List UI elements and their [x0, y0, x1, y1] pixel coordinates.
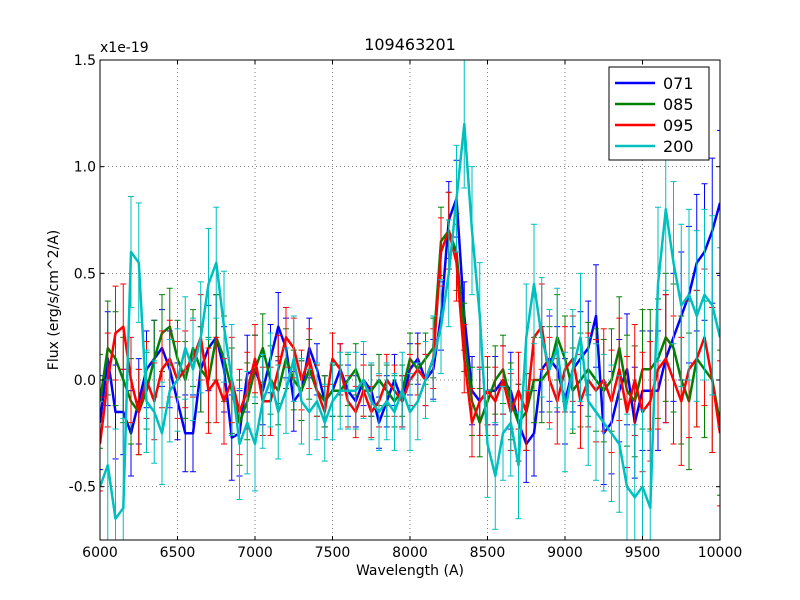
y-tick-label: -0.5	[69, 480, 96, 496]
x-tick-label: 6000	[82, 545, 118, 561]
series-200	[100, 60, 720, 540]
legend: 071 085 095 200	[608, 66, 710, 161]
x-tick-label: 7000	[237, 545, 273, 561]
y-multiplier-label: x1e-19	[100, 40, 149, 56]
x-tick-label: 7500	[315, 545, 351, 561]
y-axis-label: Flux (erg/s/cm^2/A)	[46, 230, 62, 370]
series-line-200	[100, 122, 720, 520]
y-tick-label: 1.5	[74, 53, 96, 69]
x-tick-label: 9500	[625, 545, 661, 561]
y-tick-label: 1.0	[74, 160, 96, 176]
x-axis-label: Wavelength (A)	[356, 563, 464, 579]
chart-title: 109463201	[364, 35, 456, 54]
x-tick-label: 8000	[392, 545, 428, 561]
legend-label: 071	[663, 74, 694, 93]
legend-label: 085	[663, 95, 694, 114]
x-tick-label: 6500	[160, 545, 196, 561]
y-tick-label: 0.0	[74, 373, 96, 389]
x-tick-label: 10000	[698, 545, 743, 561]
series-layer	[100, 60, 720, 540]
y-tick-label: 0.5	[74, 266, 96, 282]
legend-label: 095	[663, 116, 694, 135]
legend-label: 200	[663, 137, 694, 156]
ticks: 6000 6500 7000 7500 8000 8500 9000 9500 10000 -0.…	[69, 53, 743, 561]
x-tick-label: 8500	[470, 545, 506, 561]
x-tick-label: 9000	[547, 545, 583, 561]
